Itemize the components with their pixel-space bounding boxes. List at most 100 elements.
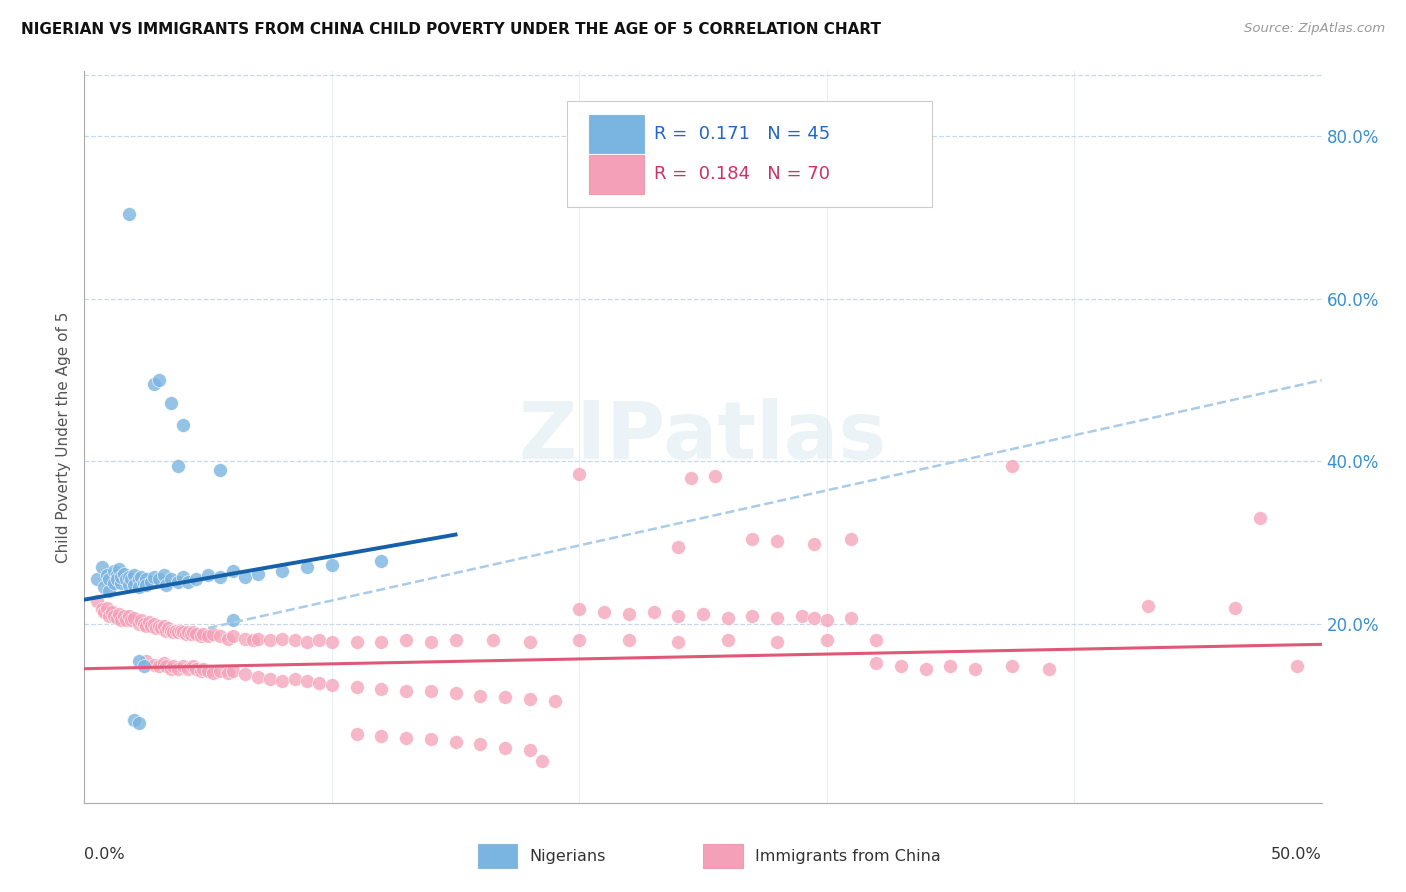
Point: [142, 570, 165, 584]
Point: [1001, 659, 1024, 673]
Point: [105, 568, 128, 582]
Point: [170, 624, 193, 638]
Point: [165, 624, 187, 638]
Point: [148, 373, 170, 387]
Point: [481, 633, 503, 648]
Point: [132, 617, 155, 632]
Point: [939, 659, 962, 673]
Point: [766, 610, 789, 624]
Point: [122, 610, 145, 624]
Point: [209, 570, 232, 584]
Point: [105, 610, 128, 624]
Point: [568, 633, 591, 648]
Point: [242, 633, 264, 648]
Point: [617, 607, 640, 622]
Point: [295, 635, 318, 649]
Point: [209, 664, 232, 678]
Point: [444, 686, 467, 700]
Point: [181, 659, 204, 673]
Point: [110, 613, 132, 627]
Point: [395, 731, 418, 745]
Point: [370, 681, 392, 696]
Point: [470, 737, 492, 751]
Point: [167, 662, 190, 676]
Point: [135, 654, 157, 668]
Point: [190, 664, 212, 678]
Point: [222, 613, 245, 627]
Point: [118, 570, 141, 584]
Point: [172, 625, 194, 640]
Point: [142, 617, 165, 632]
Point: [444, 633, 467, 648]
Point: [217, 665, 239, 680]
Point: [815, 633, 838, 648]
Point: [568, 602, 591, 616]
Point: [177, 625, 200, 640]
Point: [152, 656, 174, 670]
Point: [128, 572, 150, 586]
Point: [167, 625, 190, 640]
Point: [180, 626, 202, 640]
Point: [160, 624, 183, 638]
Point: [1137, 599, 1160, 614]
Point: [142, 657, 165, 672]
Point: [766, 635, 789, 649]
Point: [142, 377, 165, 392]
Point: [162, 625, 184, 640]
Point: [132, 576, 155, 591]
Text: 50.0%: 50.0%: [1271, 847, 1322, 863]
Point: [531, 754, 554, 768]
Point: [321, 678, 343, 692]
Point: [666, 635, 689, 649]
Point: [1249, 511, 1271, 525]
Point: [184, 626, 207, 640]
Point: [233, 632, 256, 646]
Point: [120, 572, 142, 586]
Point: [191, 662, 214, 676]
FancyBboxPatch shape: [589, 155, 644, 194]
Point: [98, 608, 121, 623]
Point: [666, 540, 689, 554]
Point: [145, 621, 167, 635]
Point: [717, 633, 740, 648]
Point: [90, 602, 112, 616]
Point: [118, 608, 141, 623]
Point: [222, 664, 245, 678]
Point: [98, 572, 121, 586]
Point: [138, 615, 160, 630]
Point: [1223, 600, 1246, 615]
Point: [115, 572, 138, 586]
Point: [1285, 659, 1308, 673]
Point: [90, 560, 112, 574]
Point: [222, 564, 245, 578]
Point: [148, 659, 170, 673]
Point: [191, 626, 214, 640]
FancyBboxPatch shape: [703, 845, 742, 868]
Point: [259, 673, 281, 687]
Point: [197, 568, 219, 582]
Y-axis label: Child Poverty Under the Age of 5: Child Poverty Under the Age of 5: [56, 311, 72, 563]
Point: [152, 618, 174, 632]
Point: [172, 659, 194, 673]
Point: [444, 735, 467, 749]
Point: [118, 578, 141, 592]
Point: [129, 613, 152, 627]
Point: [129, 570, 152, 584]
Point: [172, 570, 194, 584]
Point: [103, 576, 125, 591]
Point: [135, 618, 157, 632]
Point: [865, 656, 887, 670]
Point: [370, 635, 392, 649]
Point: [419, 635, 441, 649]
Point: [122, 578, 145, 592]
Point: [128, 617, 150, 632]
Text: R =  0.171   N = 45: R = 0.171 N = 45: [654, 125, 830, 144]
Point: [679, 471, 702, 485]
Point: [519, 691, 541, 706]
Point: [110, 570, 132, 584]
Point: [519, 635, 541, 649]
Point: [190, 629, 212, 643]
Point: [110, 576, 132, 591]
Point: [86, 594, 108, 608]
Point: [395, 633, 418, 648]
